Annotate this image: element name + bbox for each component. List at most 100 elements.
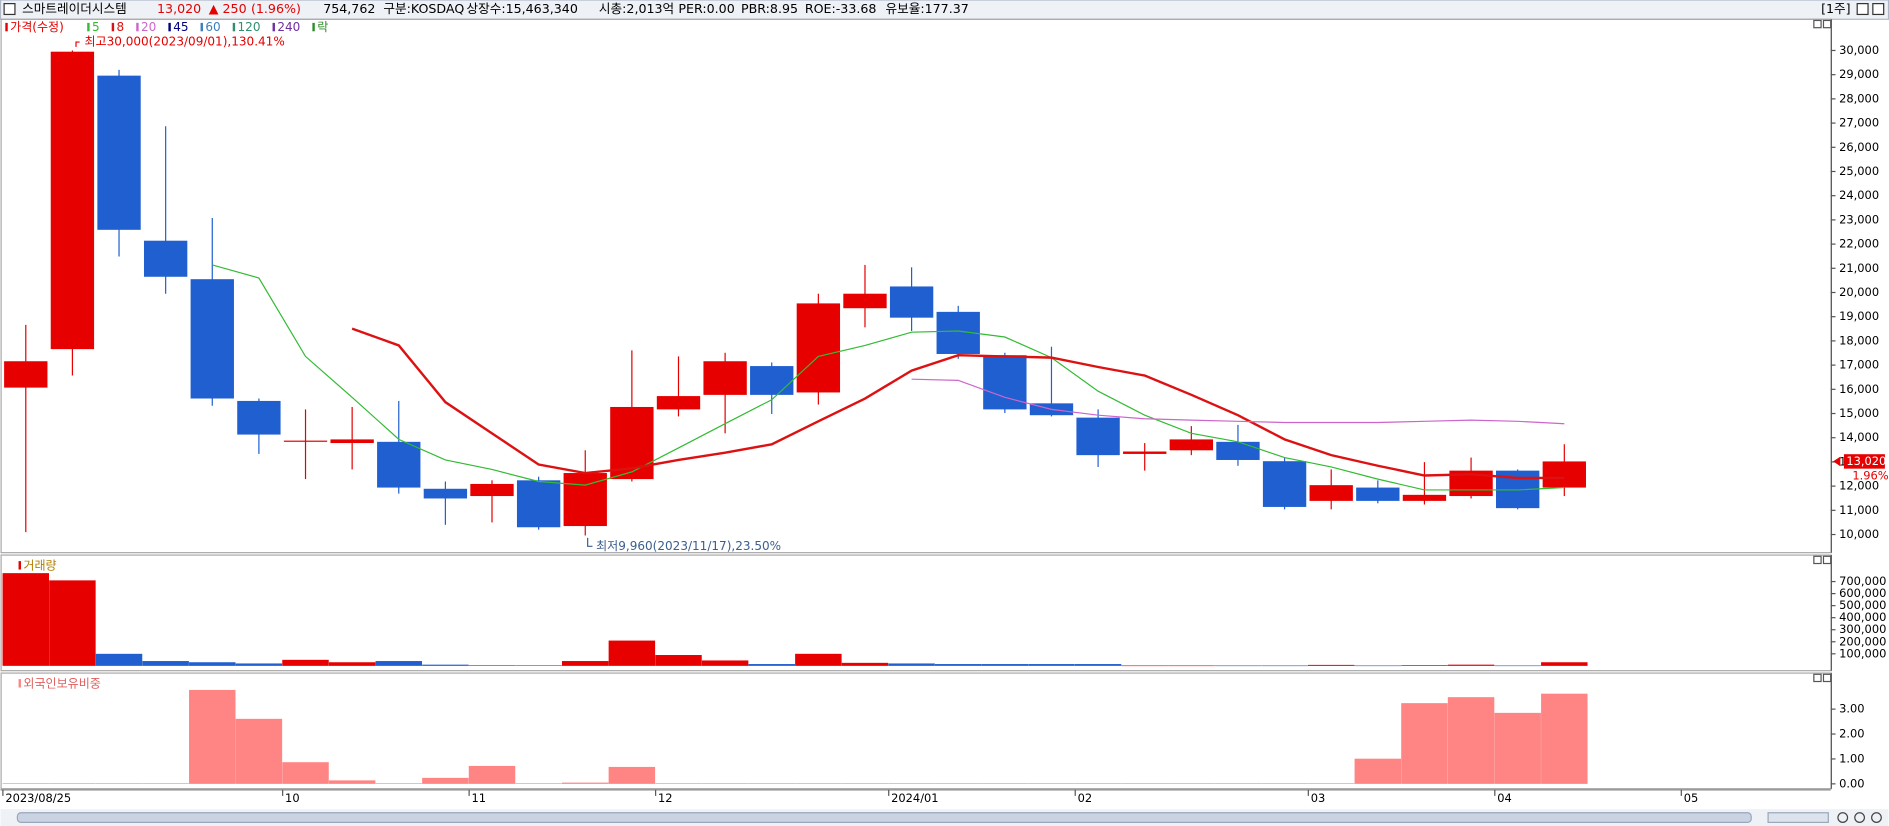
- bar: [1354, 665, 1402, 667]
- bar: [1447, 697, 1495, 784]
- change-pct: (1.96%): [251, 1, 301, 16]
- y-tick-label: 100,000: [1839, 646, 1886, 660]
- legend-swatch: [136, 22, 139, 32]
- zoom-slider[interactable]: [1767, 812, 1829, 823]
- bar: [2, 573, 50, 666]
- bar: [608, 640, 656, 666]
- bar: [189, 689, 236, 784]
- bar: [422, 664, 469, 666]
- zoom-reset[interactable]: [1871, 812, 1882, 823]
- bar: [608, 766, 656, 784]
- panel-button: [1813, 673, 1822, 683]
- legend-label: 20: [141, 20, 156, 34]
- legend-swatch: [312, 22, 315, 32]
- bar: [375, 661, 423, 666]
- candle-body: [983, 355, 1027, 410]
- price-tag: [1843, 454, 1885, 469]
- y-tick-label: 17,000: [1839, 358, 1879, 372]
- bar: [1447, 664, 1495, 666]
- legend-swatch: [232, 22, 236, 32]
- zoom-in[interactable]: [1854, 812, 1866, 823]
- candle-body: [796, 303, 841, 393]
- panel-frame: [0, 554, 1832, 672]
- y-tick-label: 26,000: [1839, 140, 1879, 154]
- x-tick-label: 10: [285, 791, 300, 805]
- candle-body: [377, 441, 421, 488]
- y-tick-label: 25,000: [1839, 164, 1879, 178]
- bar: [142, 661, 189, 666]
- bar: [562, 782, 609, 784]
- price-tag-change: 1.96%: [1852, 468, 1888, 482]
- bar: [981, 783, 1029, 784]
- annotation: 최고30,000(2023/09/01),130.41%: [84, 35, 284, 49]
- y-tick-label: 12,000: [1839, 479, 1879, 493]
- legend-swatch: [272, 22, 275, 32]
- y-tick-label: 16,000: [1839, 382, 1879, 396]
- bar: [1074, 783, 1122, 784]
- bar: [1401, 665, 1448, 666]
- shares: 상장수:15,463,340: [466, 1, 577, 16]
- candle-body: [470, 483, 514, 497]
- scrollbar-thumb[interactable]: [16, 812, 1752, 823]
- legend-label: 120: [238, 20, 261, 34]
- y-tick-label: 400,000: [1839, 610, 1886, 624]
- legend-swatch: [18, 679, 21, 688]
- y-tick-label: 30,000: [1839, 43, 1879, 57]
- candle-body: [50, 51, 95, 350]
- bar: [841, 662, 889, 666]
- legend-label: 5: [92, 20, 100, 34]
- bar: [981, 664, 1029, 666]
- y-tick-label: 300,000: [1839, 622, 1886, 636]
- bar: [1541, 693, 1588, 784]
- candle-body: [889, 286, 934, 318]
- legend-label: 락: [317, 20, 328, 34]
- y-tick-label: 24,000: [1839, 188, 1879, 202]
- legend-swatch: [168, 22, 171, 32]
- change: ▲ 250: [209, 1, 247, 16]
- bar: [422, 777, 469, 784]
- bar: [375, 783, 423, 784]
- bar: [282, 762, 329, 784]
- market: 구분:KOSDAQ: [383, 1, 464, 16]
- bar: [1307, 664, 1355, 666]
- y-tick-label: 15,000: [1839, 406, 1879, 420]
- bar: [2, 783, 50, 784]
- candle-body: [97, 75, 141, 230]
- candle-body: [656, 396, 701, 410]
- window-button[interactable]: [1856, 3, 1869, 16]
- legend-swatch: [111, 22, 115, 32]
- panel-title: 거래량: [23, 558, 56, 572]
- panel-button: [1822, 673, 1832, 683]
- period[interactable]: [1주]: [1821, 1, 1851, 16]
- legend-label: 45: [173, 20, 188, 34]
- y-tick-label: 22,000: [1839, 237, 1879, 251]
- y-tick-label: 2.00: [1839, 727, 1864, 741]
- close-button[interactable]: [1872, 3, 1885, 16]
- bar: [934, 783, 982, 784]
- zoom-out[interactable]: [1837, 812, 1849, 823]
- bar: [515, 783, 562, 784]
- candle-body: [703, 361, 747, 395]
- candle-body: [516, 480, 561, 528]
- bar: [1168, 783, 1215, 784]
- x-tick-label: 12: [658, 791, 673, 805]
- bar: [1121, 665, 1168, 667]
- header-checkbox[interactable]: [3, 3, 16, 16]
- candle-body: [143, 240, 188, 277]
- panel-button: [1822, 555, 1832, 565]
- candle-body: [563, 473, 607, 527]
- bar: [1074, 664, 1122, 666]
- volume: 754,762: [323, 1, 375, 16]
- candle-body: [1356, 487, 1400, 501]
- bar: [1028, 664, 1075, 666]
- bar: [95, 783, 143, 784]
- y-tick-label: 18,000: [1839, 333, 1879, 347]
- bar: [795, 783, 842, 784]
- y-tick-label: 27,000: [1839, 116, 1879, 130]
- y-tick-label: 3.00: [1839, 702, 1864, 716]
- bar: [1494, 712, 1541, 784]
- bar: [562, 661, 609, 666]
- y-tick-label: 19,000: [1839, 309, 1879, 323]
- legend-swatch: [200, 22, 203, 32]
